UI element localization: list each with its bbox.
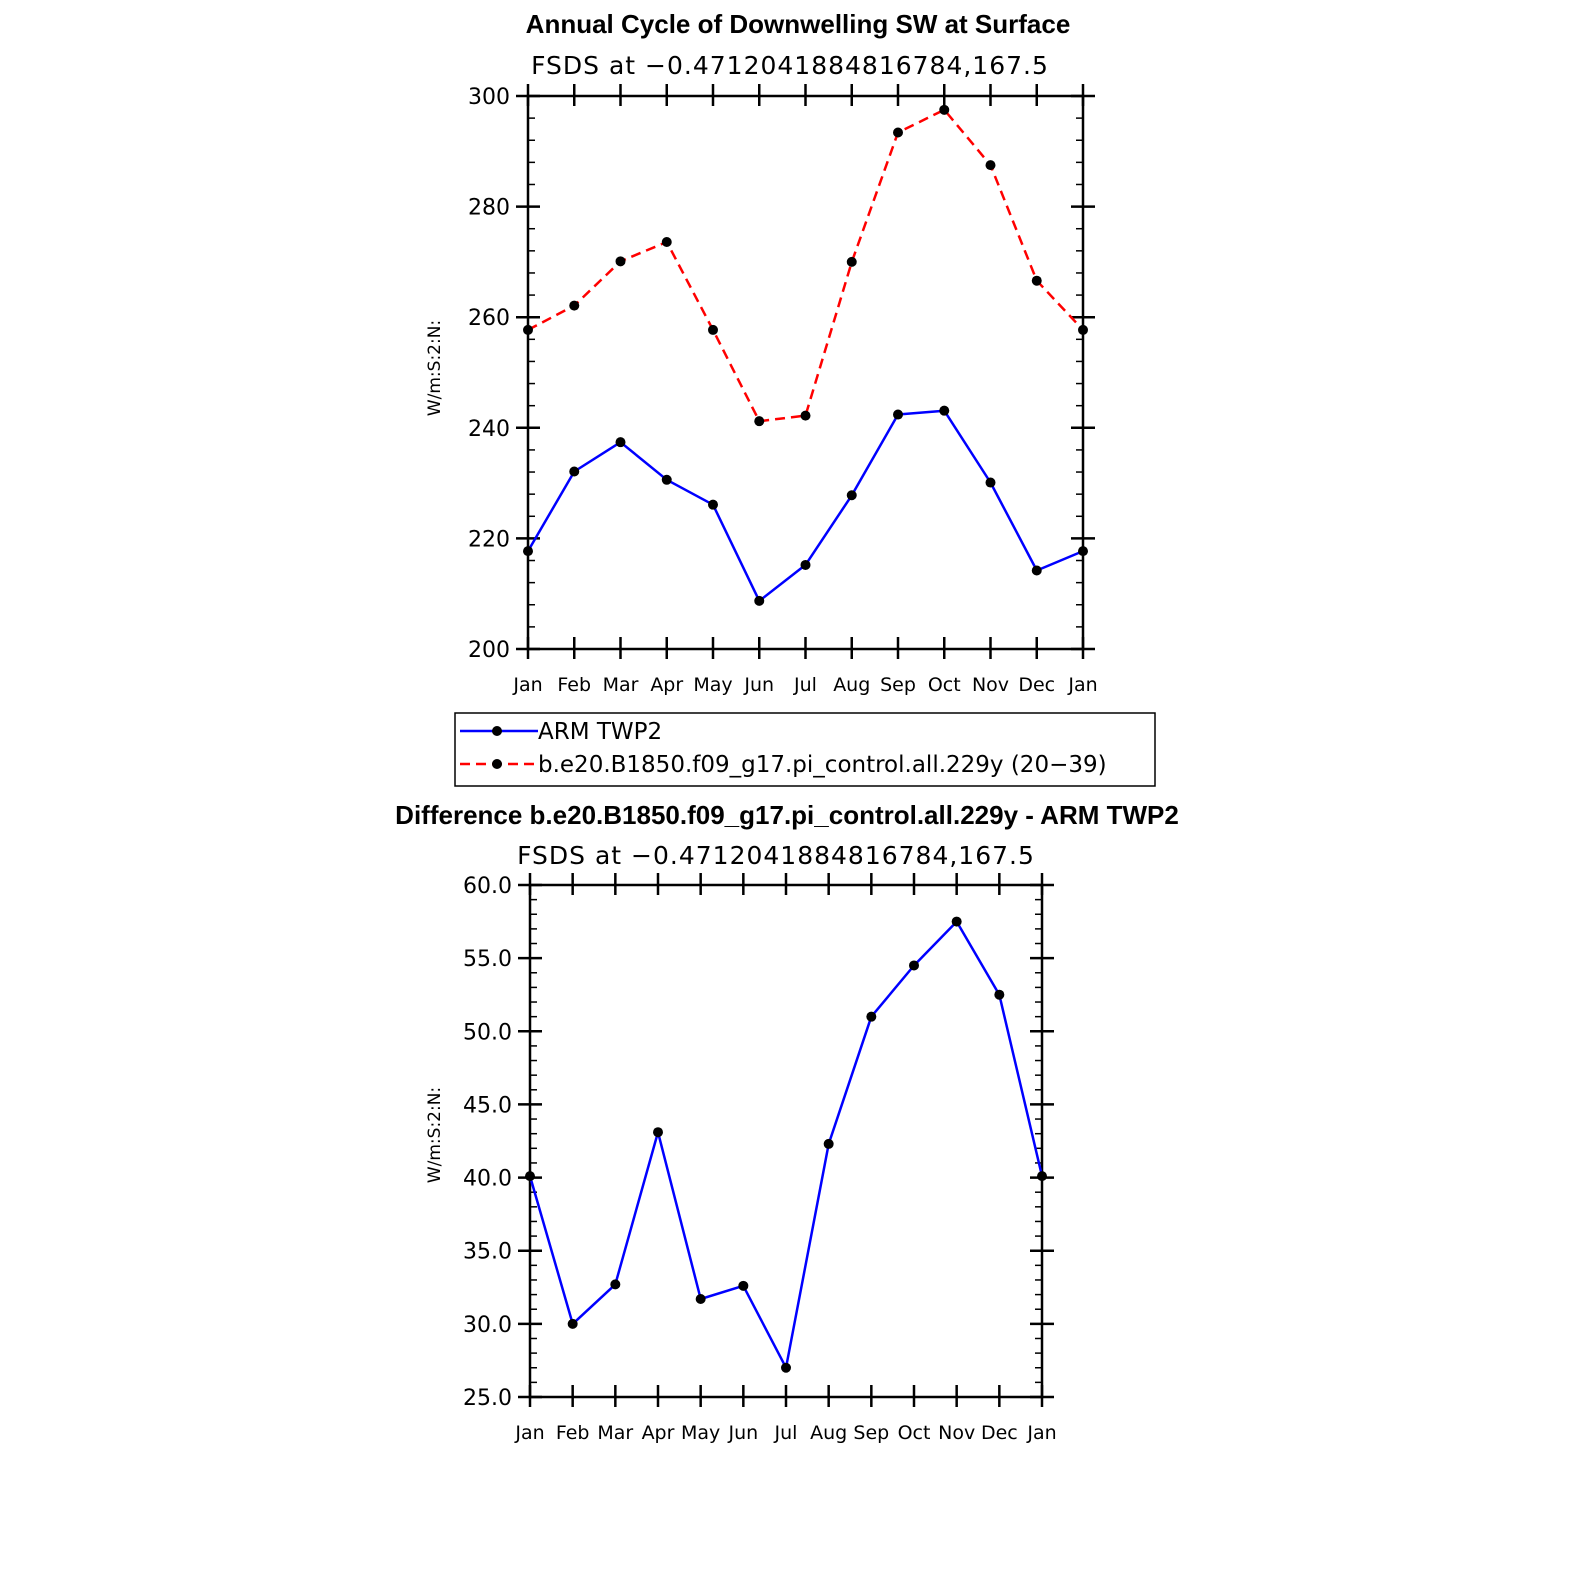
legend-marker-arm-twp2 — [492, 726, 502, 736]
difference-xtick-label: Jan — [514, 1422, 544, 1444]
difference-ytick-label: 30.0 — [463, 1313, 512, 1338]
annual-cycle-data-point — [939, 104, 950, 115]
difference-data-point — [525, 1171, 535, 1182]
difference-data-point — [1037, 1171, 1047, 1182]
annual-cycle-data-point — [846, 490, 857, 501]
annual-cycle-data-point — [569, 300, 580, 311]
annual-cycle-data-point — [1031, 275, 1042, 286]
annual-cycle-ytick-label: 220 — [468, 527, 510, 552]
annual-cycle-data-point — [985, 477, 996, 488]
legend-marker-model — [492, 759, 502, 769]
annual-cycle-data-point — [754, 416, 765, 427]
annual-cycle-xtick-label: Aug — [833, 674, 870, 696]
annual-cycle-data-point — [800, 559, 811, 570]
difference-ytick-label: 40.0 — [463, 1167, 512, 1192]
difference-xtick-label: May — [681, 1422, 720, 1444]
difference-ytick-label: 55.0 — [463, 947, 512, 972]
legend-label-model: b.e20.B1850.f09_g17.pi_control.all.229y … — [538, 752, 1107, 778]
difference-data-point — [738, 1280, 749, 1291]
annual-cycle-xtick-label: Mar — [603, 674, 639, 696]
annual-cycle-data-point — [1031, 565, 1042, 576]
annual-cycle-data-point — [708, 324, 718, 335]
difference-title: Difference b.e20.B1850.f09_g17.pi_contro… — [395, 800, 1179, 830]
difference-data-point — [909, 960, 919, 971]
difference-data-point — [951, 916, 962, 927]
difference-xtick-label: Aug — [810, 1422, 847, 1444]
legend: ARM TWP2 b.e20.B1850.f09_g17.pi_control.… — [454, 712, 1156, 787]
annual-cycle-data-point — [893, 127, 903, 138]
legend-label-arm-twp2: ARM TWP2 — [538, 719, 662, 745]
annual-cycle-data-point — [1078, 324, 1088, 335]
difference-ytick-label: 60.0 — [463, 874, 512, 899]
annual-cycle-xtick-label: Sep — [880, 674, 916, 696]
annual-cycle-subtitle: FSDS at −0.4712041884816784,167.5 — [531, 51, 1049, 80]
annual-cycle-data-point — [615, 437, 626, 448]
annual-cycle-xtick-label: Nov — [972, 674, 1009, 696]
annual-cycle-xtick-label: Apr — [650, 674, 683, 696]
difference-data-point — [567, 1318, 578, 1329]
difference-xtick-label: Apr — [642, 1422, 675, 1444]
annual-cycle-xtick-label: Jul — [793, 674, 817, 696]
annual-cycle-ytick-label: 240 — [468, 417, 510, 442]
annual-cycle-xtick-label: May — [693, 674, 732, 696]
annual-cycle-data-point — [985, 160, 996, 171]
difference-data-point — [610, 1279, 621, 1290]
difference-y-axis-label: W/m:S:2:N: — [425, 1087, 445, 1183]
annual-cycle-xtick-label: Jan — [1067, 674, 1097, 696]
annual-cycle-data-point — [615, 256, 626, 267]
difference-plot-area: 25.0 30.0 35.0 40.0 45.0 50.0 55.0 60.0 Jan Feb Ma… — [463, 873, 1057, 1444]
annual-cycle-ytick-label: 280 — [468, 196, 510, 221]
annual-cycle-data-point — [800, 410, 811, 421]
difference-data-point — [866, 1011, 877, 1022]
annual-cycle-data-point — [569, 466, 580, 477]
annual-cycle-data-point — [523, 546, 533, 557]
annual-cycle-data-point — [661, 236, 672, 247]
difference-xtick-label: Nov — [938, 1422, 975, 1444]
annual-cycle-title: Annual Cycle of Downwelling SW at Surfac… — [526, 9, 1071, 39]
annual-cycle-data-point — [754, 595, 765, 606]
annual-cycle-panel: Annual Cycle of Downwelling SW at Surfac… — [425, 9, 1098, 696]
difference-xtick-label: Sep — [853, 1422, 889, 1444]
difference-data-point — [781, 1362, 791, 1373]
difference-xtick-label: Oct — [898, 1422, 931, 1444]
annual-cycle-ytick-label: 300 — [468, 85, 510, 110]
annual-cycle-xtick-label: Jan — [512, 674, 542, 696]
annual-cycle-xtick-label: Feb — [557, 674, 591, 696]
annual-cycle-data-point — [939, 405, 950, 416]
annual-cycle-ytick-label: 260 — [468, 306, 510, 331]
annual-cycle-data-point — [846, 256, 857, 267]
difference-data-point — [994, 989, 1005, 1000]
difference-data-point — [695, 1293, 706, 1304]
difference-subtitle: FSDS at −0.4712041884816784,167.5 — [517, 841, 1035, 870]
annual-cycle-data-point — [661, 474, 672, 485]
difference-ytick-label: 25.0 — [463, 1386, 512, 1411]
annual-cycle-xtick-label: Oct — [928, 674, 961, 696]
difference-xtick-label: Jul — [774, 1422, 798, 1444]
annual-cycle-data-point — [893, 409, 903, 420]
legend-box — [454, 712, 1156, 787]
annual-cycle-data-point — [1078, 546, 1088, 557]
difference-xtick-label: Mar — [597, 1422, 633, 1444]
annual-cycle-plot-area: 200 220 240 260 280 300 Jan Feb Mar Apr May Jun Jul A… — [468, 84, 1098, 696]
annual-cycle-xtick-label: Dec — [1018, 674, 1055, 696]
annual-cycle-data-point — [523, 324, 533, 335]
annual-cycle-y-axis-label: W/m:S:2:N: — [425, 320, 445, 416]
difference-xtick-label: Feb — [556, 1422, 590, 1444]
difference-data-point — [823, 1138, 834, 1149]
difference-ytick-label: 35.0 — [463, 1240, 512, 1265]
annual-cycle-data-point — [708, 499, 718, 510]
difference-ytick-label: 50.0 — [463, 1020, 512, 1045]
difference-ytick-label: 45.0 — [463, 1093, 512, 1118]
difference-xtick-label: Jan — [1026, 1422, 1056, 1444]
difference-data-point — [653, 1127, 663, 1138]
difference-xtick-label: Dec — [981, 1422, 1018, 1444]
annual-cycle-ytick-label: 200 — [468, 638, 510, 663]
difference-panel: Difference b.e20.B1850.f09_g17.pi_contro… — [395, 800, 1179, 1444]
difference-xtick-label: Jun — [727, 1422, 758, 1444]
annual-cycle-xtick-label: Jun — [743, 674, 774, 696]
